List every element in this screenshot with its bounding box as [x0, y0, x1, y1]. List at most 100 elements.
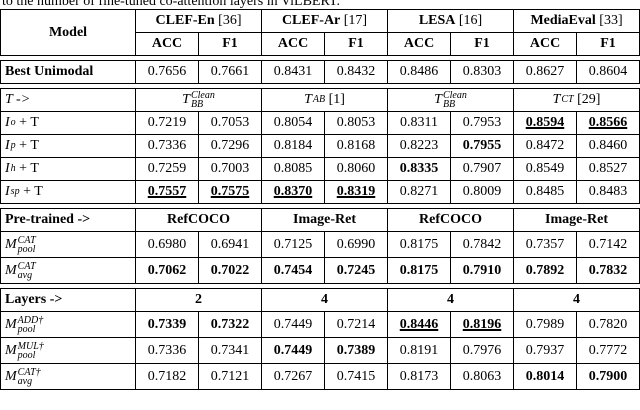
- label-symbol: T: [182, 92, 190, 108]
- value-cell: 0.8014: [513, 363, 577, 390]
- header-table: Model CLEF-En [36] CLEF-Ar [17] LESA [16] Me…: [0, 9, 640, 56]
- label-subscript: h: [10, 163, 16, 175]
- label-symbol: T: [5, 92, 13, 107]
- row-label: Best Unimodal: [0, 60, 136, 84]
- value-cell: 0.7820: [576, 311, 640, 338]
- value-cell: 0.8063: [450, 363, 514, 390]
- dataset-name: CLEF-Ar: [281, 13, 341, 28]
- value-cell: 0.8271: [387, 180, 451, 204]
- value-cell: 0.7267: [261, 363, 325, 390]
- header-row: Model CLEF-En [36] CLEF-Ar [17] LESA [16] Me…: [0, 9, 640, 56]
- value-cell: 0.7955: [450, 134, 514, 158]
- label-text: Image-Ret: [545, 212, 609, 227]
- value-cell: 0.7336: [135, 337, 199, 364]
- label-scripts: CAT† avg: [17, 366, 41, 387]
- dataset-name: CLEF-En: [155, 13, 215, 28]
- value: 0.8549: [525, 161, 565, 176]
- value: 0.8196: [462, 316, 502, 332]
- label-scripts: h: [10, 163, 16, 175]
- value-cell: 0.7062: [135, 257, 199, 284]
- value: 0.8085: [273, 161, 313, 176]
- value: 0.8311: [400, 115, 438, 130]
- value: 0.7022: [210, 262, 250, 278]
- label-scripts: MUL† pool: [17, 340, 44, 360]
- label-symbol: M: [5, 342, 17, 358]
- value-cell: 0.7125: [261, 231, 325, 258]
- label-text: 4: [447, 292, 454, 307]
- value-cell: 0.8009: [450, 180, 514, 204]
- label-text: Best Unimodal: [5, 64, 94, 79]
- value-cell: 0.8173: [387, 363, 451, 390]
- value: 0.7339: [147, 316, 187, 332]
- section-group: 2: [135, 288, 262, 312]
- value-cell: 0.8184: [261, 134, 325, 158]
- value: 0.8432: [336, 64, 376, 79]
- value: 0.8472: [525, 138, 565, 153]
- value-cell: 0.7656: [135, 60, 199, 84]
- value-cell: 0.7245: [323, 257, 389, 284]
- label-superscript: MUL†: [17, 340, 44, 352]
- value: 0.7937: [525, 342, 565, 358]
- section-group: 4: [261, 288, 388, 312]
- label-superscript: ADD†: [17, 314, 44, 326]
- value: 0.7336: [147, 138, 187, 153]
- value: 0.7661: [210, 64, 250, 79]
- section-table: Pre-trained -> RefCOCO Image-Ret RefCOCO Ima…: [0, 208, 640, 284]
- value-cell: 0.7219: [135, 111, 199, 135]
- value: 0.8370: [273, 184, 313, 199]
- data-row: Best Unimodal 0.7656 0.7661 0.8431 0.8432 0.8…: [0, 60, 640, 84]
- value-cell: 0.8370: [261, 180, 325, 204]
- value-cell: 0.7449: [261, 337, 325, 364]
- section-group: T AB [1]: [261, 88, 388, 112]
- value: 0.7989: [525, 316, 565, 332]
- value: 0.7003: [210, 161, 250, 176]
- section-head-label: Layers ->: [0, 288, 136, 312]
- value-cell: 0.7003: [198, 157, 262, 181]
- label-scripts: o: [11, 118, 16, 128]
- section-group: T Clean BB: [387, 88, 514, 112]
- value: 0.7219: [147, 115, 187, 130]
- label-symbol: I: [5, 115, 10, 130]
- value: 0.7214: [336, 316, 376, 332]
- value: 0.8483: [588, 184, 628, 199]
- label-superscript: CAT†: [17, 366, 41, 378]
- value-cell: 0.7121: [198, 363, 262, 390]
- value-cell: 0.7900: [576, 363, 640, 390]
- label-scripts: AB: [313, 95, 325, 105]
- row-label: M MUL† pool: [0, 337, 136, 364]
- value-cell: 0.8627: [513, 60, 577, 84]
- value: 0.7341: [210, 342, 250, 358]
- value: 0.8594: [525, 115, 565, 130]
- value: 0.8446: [399, 316, 439, 332]
- label-subscript: avg: [17, 375, 33, 387]
- dataset-ref: [36]: [218, 13, 242, 28]
- section-group: Image-Ret: [513, 208, 640, 232]
- label-scripts: p: [11, 141, 16, 151]
- value-cell: 0.7022: [198, 257, 262, 284]
- value: 0.8173: [399, 368, 439, 384]
- value: 0.7910: [462, 262, 502, 278]
- value-cell: 0.8335: [387, 157, 451, 181]
- value: 0.8054: [273, 115, 313, 130]
- value-cell: 0.8460: [575, 134, 640, 158]
- label-subscript: avg: [17, 269, 33, 281]
- value-cell: 0.7976: [450, 337, 514, 364]
- value-cell: 0.8566: [575, 111, 640, 135]
- value: 0.6941: [210, 236, 250, 252]
- value: 0.7336: [147, 342, 187, 358]
- section-group: T CT [29]: [512, 88, 640, 112]
- value-cell: 0.6990: [323, 231, 389, 258]
- value-cell: 0.7907: [450, 157, 514, 181]
- value: 0.8223: [399, 138, 439, 153]
- value: 0.7842: [462, 236, 502, 252]
- value: 0.8184: [273, 138, 313, 153]
- value: 0.7267: [273, 368, 313, 384]
- value-cell: 0.7832: [576, 257, 640, 284]
- value: 0.8335: [399, 161, 439, 176]
- value-cell: 0.8196: [450, 311, 514, 338]
- value-cell: 0.7322: [198, 311, 262, 338]
- value-cell: 0.7989: [513, 311, 577, 338]
